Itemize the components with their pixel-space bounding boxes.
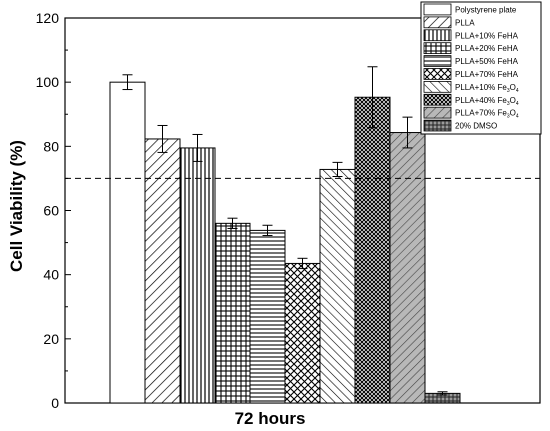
y-axis-title: Cell Viability (%)	[7, 140, 26, 272]
legend: Polystyrene plate PLLA PLLA+10% FeHA PLLA+2…	[420, 1, 542, 135]
legend-label: PLLA+70% FeHA	[455, 70, 519, 79]
legend-label: PLLA+50% FeHA	[455, 57, 519, 66]
y-tick-label: 40	[43, 267, 59, 283]
bar	[144, 138, 181, 404]
legend-swatch	[423, 42, 452, 55]
legend-swatch	[423, 81, 452, 93]
plot-area: 0 20 40 60 80 100 120	[36, 10, 541, 411]
legend-swatch	[423, 68, 452, 80]
bar	[389, 132, 426, 404]
bar	[109, 81, 146, 404]
bar	[284, 262, 321, 404]
legend-label: PLLA+20% FeHA	[455, 44, 519, 53]
legend-swatch	[423, 55, 452, 67]
legend-label: PLLA+40% Fe3O4	[455, 96, 519, 107]
legend-label: PLLA	[455, 18, 475, 27]
bar	[319, 168, 356, 404]
bar	[354, 96, 391, 404]
y-tick-label: 80	[43, 138, 59, 154]
legend-swatch	[423, 16, 452, 29]
bar	[179, 147, 216, 404]
y-tick-label: 120	[36, 10, 60, 26]
legend-label: PLLA+10% Fe3O4	[455, 83, 519, 94]
legend-label: PLLA+70% Fe3O4	[455, 109, 519, 120]
bar	[214, 222, 251, 404]
legend-swatch	[423, 119, 452, 132]
legend-swatch	[423, 3, 452, 16]
y-tick-label: 0	[51, 395, 59, 411]
legend-label: 20% DMSO	[455, 122, 497, 131]
legend-swatch	[423, 29, 452, 42]
bar	[249, 229, 286, 404]
y-tick-label: 60	[43, 203, 59, 219]
legend-swatch	[423, 106, 452, 119]
x-axis-title: 72 hours	[235, 409, 306, 428]
legend-label: Polystyrene plate	[455, 6, 517, 15]
legend-label: PLLA+10% FeHA	[455, 31, 519, 40]
legend-swatch	[423, 93, 452, 106]
y-tick-label: 20	[43, 331, 59, 347]
y-tick-label: 100	[36, 74, 60, 90]
